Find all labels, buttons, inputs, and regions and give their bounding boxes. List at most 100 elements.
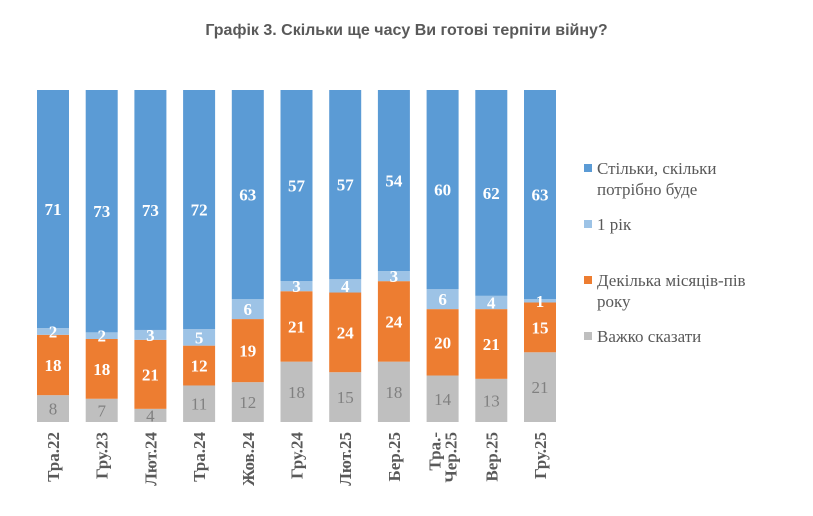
data-label-2-1: 2 (97, 327, 106, 346)
x-tick-label-1: Гру.23 (93, 432, 112, 479)
bar-segment-2-10 (524, 299, 556, 303)
bar-segment-0-4 (231, 382, 264, 422)
legend-swatch-icon (584, 164, 592, 172)
data-label-3-7: 54 (385, 172, 403, 191)
bars-group (37, 90, 556, 422)
data-label-2-9: 4 (487, 293, 496, 312)
x-tick-label-9: Вер.25 (482, 432, 501, 482)
x-tick-label-4: Жов.24 (239, 432, 258, 487)
data-label-2-0: 2 (49, 322, 58, 341)
bar-segment-1-10 (524, 302, 556, 353)
bar-segment-3-10 (524, 90, 556, 300)
x-tick-label-line: Тра.24 (190, 432, 209, 482)
data-label-0-1: 7 (97, 401, 106, 420)
data-label-2-8: 6 (438, 290, 447, 309)
data-label-2-10: 1 (536, 292, 545, 311)
data-label-0-6: 15 (337, 388, 354, 407)
data-label-2-3: 5 (195, 328, 204, 347)
data-label-2-7: 3 (390, 267, 399, 286)
x-tick-label-8: Тра.-Чер.25 (426, 432, 461, 483)
data-label-0-0: 8 (49, 400, 58, 419)
x-tick-label-line: Лют.25 (336, 432, 355, 486)
bar-segment-2-1 (85, 332, 118, 339)
data-label-1-3: 12 (191, 357, 208, 376)
bar-segment-0-2 (134, 408, 167, 422)
x-tick-label-3: Тра.24 (190, 432, 209, 482)
legend-label: Стільки, скільки потрібно буде (597, 159, 717, 199)
data-label-2-5: 3 (292, 277, 301, 296)
bar-segment-1-6 (329, 292, 362, 373)
bar-segment-3-3 (183, 90, 216, 330)
data-label-2-2: 3 (146, 326, 155, 345)
data-label-3-10: 63 (532, 186, 549, 205)
bar-segment-1-3 (183, 345, 216, 386)
bar-segment-0-0 (37, 395, 69, 422)
data-label-1-0: 18 (45, 356, 62, 375)
bar-segment-3-4 (231, 90, 264, 300)
data-label-1-4: 19 (239, 342, 256, 361)
x-tick-label-10: Гру.25 (531, 432, 550, 479)
data-label-3-5: 57 (288, 177, 306, 196)
data-label-0-7: 18 (385, 383, 402, 402)
data-label-3-3: 72 (191, 201, 208, 220)
bar-segment-3-0 (37, 90, 69, 329)
data-label-3-6: 57 (337, 176, 355, 195)
bar-segment-3-2 (134, 90, 167, 330)
data-label-3-1: 73 (93, 202, 110, 221)
bar-segment-2-4 (231, 299, 264, 320)
legend-label: Важко сказати (597, 327, 702, 346)
x-tick-label-6: Лют.25 (336, 432, 355, 486)
data-label-2-4: 6 (244, 300, 253, 319)
data-label-3-9: 62 (483, 184, 500, 203)
bar-segment-1-4 (231, 319, 264, 383)
data-label-0-2: 4 (146, 406, 155, 425)
data-label-1-5: 21 (288, 317, 305, 336)
data-label-3-4: 63 (239, 186, 256, 205)
bar-segment-0-7 (377, 361, 410, 422)
data-label-1-8: 20 (434, 333, 451, 352)
x-tick-label-2: Лют.24 (141, 432, 160, 486)
bar-segment-1-1 (85, 339, 118, 399)
data-label-0-9: 13 (483, 391, 500, 410)
data-label-1-7: 24 (385, 312, 403, 331)
bar-segment-0-1 (85, 398, 118, 422)
bar-segment-2-7 (377, 271, 410, 282)
x-tick-label-5: Гру.24 (288, 432, 307, 480)
data-label-0-8: 14 (434, 390, 452, 409)
bar-segment-2-2 (134, 329, 167, 340)
x-tick-label-line: Гру.23 (93, 432, 112, 479)
legend-swatch-icon (584, 276, 592, 284)
bar-segment-0-10 (524, 352, 556, 422)
legend-swatch-icon (584, 220, 592, 228)
data-label-1-10: 15 (532, 318, 549, 337)
bar-segment-3-7 (377, 90, 410, 272)
x-tick-label-line: Лют.24 (141, 432, 160, 486)
x-tick-label-line: Тра.- (426, 432, 445, 471)
bar-segment-3-1 (85, 90, 118, 333)
bar-segment-0-6 (329, 372, 362, 422)
bar-segment-1-5 (280, 291, 313, 362)
data-label-0-3: 11 (191, 395, 207, 414)
bar-segment-3-9 (475, 90, 508, 296)
bar-segment-3-5 (280, 90, 313, 282)
bar-segment-3-8 (426, 90, 459, 290)
x-tick-label-7: Бер.25 (385, 432, 404, 482)
data-label-0-10: 21 (532, 378, 549, 397)
data-label-3-8: 60 (434, 181, 451, 200)
x-tick-label-line: Гру.25 (531, 432, 550, 479)
bar-segment-1-9 (475, 309, 508, 379)
bar-segment-3-6 (329, 90, 362, 280)
bar-segment-2-8 (426, 289, 459, 310)
bar-segment-1-0 (37, 334, 69, 396)
bar-segment-0-9 (475, 378, 508, 422)
x-tick-labels-group: Тра.22 Гру.23 Лют.24 Тра.24 Жов.24 Гру.24 Лют.… (44, 432, 550, 487)
data-label-0-5: 18 (288, 383, 305, 402)
data-label-1-1: 18 (93, 360, 110, 379)
legend-label: Декілька місяців-пів року (597, 271, 746, 311)
legend-swatch-icon (584, 332, 592, 340)
data-label-3-0: 71 (45, 200, 62, 219)
data-label-2-6: 4 (341, 277, 350, 296)
x-tick-label-line: Жов.24 (239, 432, 258, 487)
bar-segment-2-3 (183, 329, 216, 346)
